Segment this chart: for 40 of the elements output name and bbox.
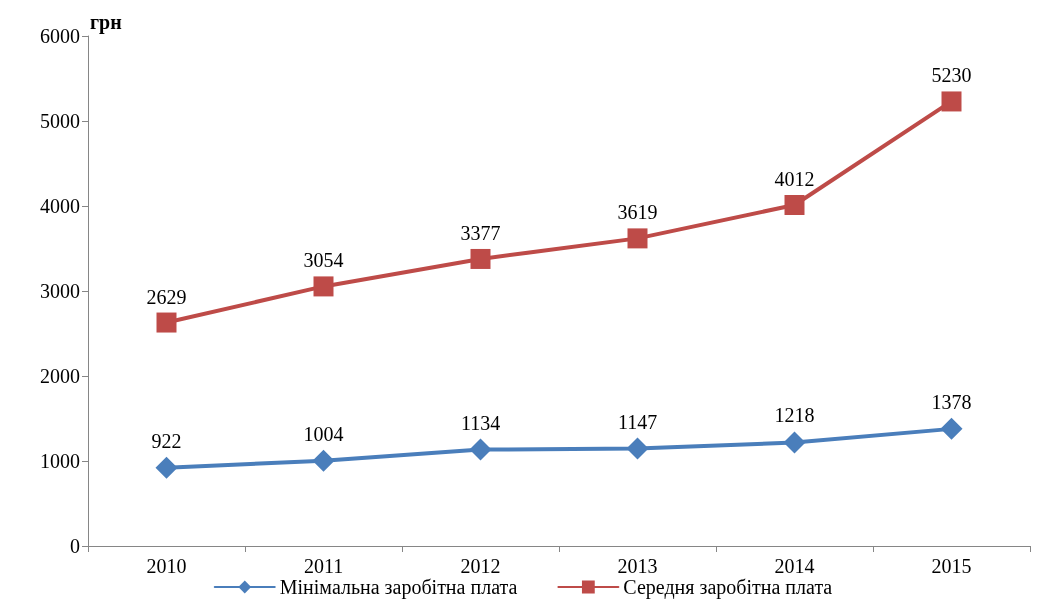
x-tick-label: 2012 xyxy=(460,555,501,577)
data-label: 1134 xyxy=(460,411,501,434)
data-label: 1004 xyxy=(303,422,344,445)
data-label: 2629 xyxy=(146,285,187,308)
y-tick-label: 0 xyxy=(70,535,80,557)
point xyxy=(470,248,491,269)
data-label: 5230 xyxy=(931,64,972,87)
data-label: 1147 xyxy=(617,410,658,433)
data-label: 3054 xyxy=(303,249,344,272)
data-label: 4012 xyxy=(774,167,815,190)
y-tick-label: 2000 xyxy=(40,365,80,387)
x-tick-label: 2011 xyxy=(303,555,344,577)
legend-label: Мінімальна заробітна плата xyxy=(279,576,518,599)
y-axis-title: грн xyxy=(90,11,122,34)
point xyxy=(469,438,492,461)
point xyxy=(626,437,649,460)
point xyxy=(155,456,178,479)
x-tick-label: 2013 xyxy=(617,555,658,577)
point xyxy=(313,276,334,297)
data-label: 922 xyxy=(151,429,182,452)
data-label: 3377 xyxy=(460,221,501,244)
x-tick-label: 2015 xyxy=(931,555,972,577)
data-label: 1378 xyxy=(931,390,972,413)
point xyxy=(312,449,335,472)
x-tick-label: 2010 xyxy=(146,555,187,577)
point xyxy=(941,91,962,112)
y-tick-label: 4000 xyxy=(40,195,80,217)
data-label: 1218 xyxy=(774,404,815,427)
point xyxy=(940,417,963,440)
y-tick-label: 3000 xyxy=(40,280,80,302)
point xyxy=(784,194,805,215)
y-tick-label: 6000 xyxy=(40,25,80,47)
point xyxy=(783,431,806,454)
x-tick-label: 2014 xyxy=(774,555,815,577)
data-label: 3619 xyxy=(617,201,658,224)
point xyxy=(156,312,177,333)
legend-label: Середня заробітна плата xyxy=(623,576,833,599)
point xyxy=(627,228,648,249)
y-tick-label: 5000 xyxy=(40,110,80,132)
y-tick-label: 1000 xyxy=(40,450,80,472)
